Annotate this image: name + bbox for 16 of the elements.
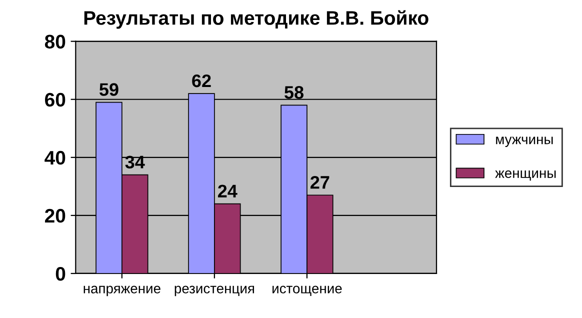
chart-title: Результаты по методике В.В. Бойко bbox=[84, 10, 428, 29]
data-label: 62 bbox=[192, 74, 211, 88]
legend-label: мужчины bbox=[496, 136, 553, 147]
data-label: 24 bbox=[218, 184, 238, 198]
x-tick-label: резистенция bbox=[174, 286, 254, 296]
x-tick-label: истощение bbox=[272, 286, 342, 296]
y-tick-label: 20 bbox=[44, 208, 66, 223]
data-label: 27 bbox=[310, 176, 330, 189]
data-label: 58 bbox=[284, 86, 304, 99]
y-tick-label: 0 bbox=[56, 266, 66, 281]
y-tick-label: 60 bbox=[45, 92, 66, 107]
y-tick-label: 40 bbox=[44, 150, 66, 165]
y-tick-label: 80 bbox=[44, 34, 66, 49]
x-tick-label: напряжение bbox=[84, 286, 160, 296]
data-label: 59 bbox=[99, 83, 118, 96]
legend-label: женщины bbox=[495, 170, 556, 181]
